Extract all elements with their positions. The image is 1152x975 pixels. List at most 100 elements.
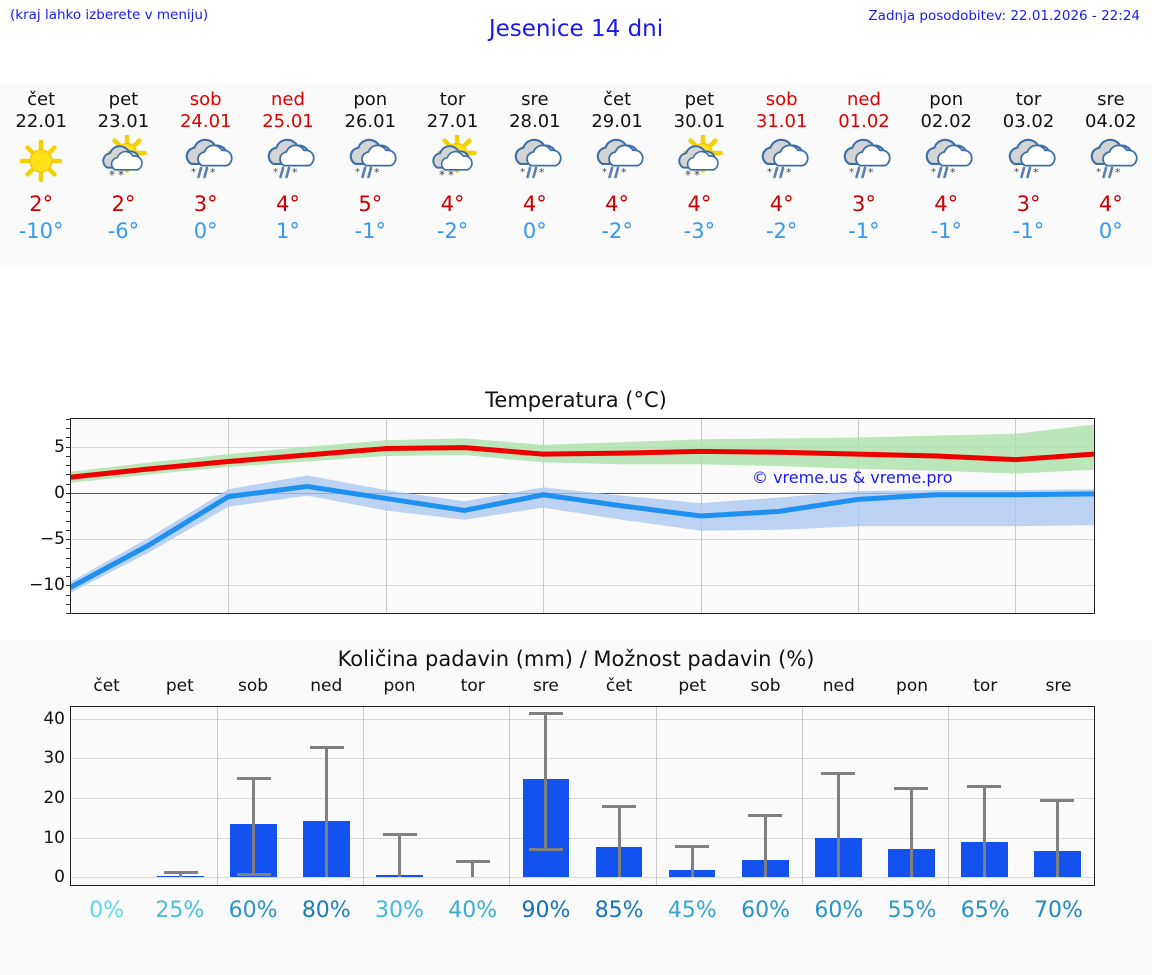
- svg-text:*: *: [439, 168, 445, 182]
- precipitation-bar-slot[interactable]: [1021, 707, 1094, 885]
- error-bar-cap-top: [675, 845, 710, 849]
- day-max-temperature: 4°: [1098, 192, 1123, 216]
- precipitation-bar-slot[interactable]: [290, 707, 363, 885]
- error-bar-stem: [544, 714, 548, 851]
- day-column[interactable]: pet 23.01 * * 2° -6°: [82, 84, 164, 267]
- day-column[interactable]: sob 24.01 * * 3° 0°: [165, 84, 247, 267]
- day-date: 04.02: [1085, 111, 1137, 132]
- cloud-rain-snow-icon: * *: [828, 135, 900, 189]
- day-column[interactable]: sre 04.02 * * 4° 0°: [1070, 84, 1152, 267]
- day-date: 30.01: [673, 111, 726, 132]
- svg-text:*: *: [1014, 167, 1019, 178]
- axis-tick-mark: [66, 465, 71, 467]
- day-column[interactable]: čet 29.01 * * 4° -2°: [576, 84, 658, 267]
- precipitation-bar-slot[interactable]: [509, 707, 582, 885]
- day-min-temperature: -1°: [354, 219, 386, 243]
- day-date: 02.02: [920, 111, 972, 132]
- precipitation-probability-label: 85%: [594, 898, 644, 923]
- axis-tick-mark: [66, 603, 71, 605]
- precipitation-probability-label: 45%: [667, 898, 717, 923]
- precipitation-bar-slot[interactable]: [656, 707, 729, 885]
- day-min-temperature: 0°: [193, 219, 218, 243]
- last-updated-text: Zadnja posodobitev: 22.01.2026 - 22:24: [868, 8, 1140, 24]
- svg-text:*: *: [602, 167, 607, 178]
- svg-text:*: *: [374, 166, 380, 179]
- error-bar-cap-top: [309, 746, 344, 750]
- svg-text:*: *: [621, 166, 627, 179]
- precipitation-day-label: pet: [678, 676, 707, 696]
- precipitation-bar-slot[interactable]: [729, 707, 802, 885]
- precipitation-bar-slot[interactable]: [436, 707, 509, 885]
- precipitation-day-label: čet: [605, 676, 633, 696]
- cloud-rain-snow-icon: * *: [499, 135, 571, 189]
- error-bar-stem: [325, 749, 329, 878]
- error-bar-cap-top: [1040, 798, 1075, 802]
- axis-tick-mark: [66, 520, 71, 522]
- precipitation-bar-slot[interactable]: [875, 707, 948, 885]
- precipitation-day-labels: čet pet sob ned pon tor sre čet pet sob ned pon tor s…: [70, 676, 1095, 696]
- gridline-vertical: [217, 707, 219, 885]
- day-min-temperature: -2°: [601, 219, 633, 243]
- day-max-temperature: 4°: [276, 192, 300, 216]
- gridline-horizontal: −5: [40, 529, 1094, 549]
- precipitation-chart-title: Količina padavin (mm) / Možnost padavin …: [337, 647, 815, 671]
- svg-text:*: *: [868, 166, 874, 179]
- precipitation-day-label: sob: [238, 676, 269, 696]
- precipitation-bar-slot[interactable]: [583, 707, 656, 885]
- day-column[interactable]: pon 26.01 * * 5° -1°: [329, 84, 411, 267]
- cloud-rain-snow-icon: * *: [746, 135, 818, 189]
- axis-tick-mark: [66, 502, 71, 504]
- error-bar-cap-top: [528, 711, 563, 715]
- day-column[interactable]: tor 03.02 * * 3° -1°: [987, 84, 1069, 267]
- gridline-horizontal: 10: [43, 828, 1094, 848]
- error-bar-cap-top: [602, 804, 637, 808]
- axis-tick-mark: [66, 594, 71, 596]
- gridline-vertical: [801, 707, 803, 885]
- precipitation-bar-slot[interactable]: [71, 707, 144, 885]
- sun-cloud-snow-icon: * *: [87, 133, 159, 189]
- precipitation-day-label: pon: [896, 676, 928, 696]
- svg-text:*: *: [767, 167, 772, 178]
- day-column[interactable]: ned 25.01 * * 4° 1°: [247, 84, 329, 267]
- precipitation-probability-label: 90%: [521, 898, 571, 923]
- precipitation-probability-label: 25%: [155, 898, 205, 923]
- axis-tick-mark: [66, 585, 71, 587]
- day-column[interactable]: sob 31.01 * * 4° -2°: [741, 84, 823, 267]
- axis-tick-mark: [66, 455, 71, 457]
- day-column[interactable]: pon 02.02 * * 4° -1°: [905, 84, 987, 267]
- axis-tick-mark: [66, 539, 71, 541]
- day-max-temperature: 4°: [605, 192, 630, 216]
- day-column[interactable]: čet 22.01 2° -10°: [0, 84, 82, 267]
- day-date: 24.01: [179, 111, 232, 132]
- svg-text:*: *: [786, 166, 792, 179]
- day-column[interactable]: pet 30.01 * * 4° -3°: [658, 84, 740, 267]
- day-name: tor: [439, 89, 466, 110]
- precipitation-day-label: pet: [165, 676, 194, 696]
- cloud-rain-snow-icon: * *: [252, 135, 324, 189]
- day-min-temperature: -6°: [107, 219, 140, 243]
- day-column[interactable]: sre 28.01 * * 4° 0°: [494, 84, 576, 267]
- precipitation-y-tick-label: 10: [43, 827, 65, 848]
- precipitation-probability-label: 0%: [89, 898, 125, 923]
- precipitation-y-tick-label: 20: [43, 787, 65, 808]
- day-date: 28.01: [509, 111, 561, 132]
- gridline-horizontal: 0: [54, 867, 1094, 887]
- precipitation-bar-slot[interactable]: [363, 707, 436, 885]
- precipitation-bar-slot[interactable]: [948, 707, 1021, 885]
- temperature-series-layer: [71, 424, 1094, 593]
- precipitation-bar-slot[interactable]: [144, 707, 217, 885]
- day-name: pon: [929, 89, 964, 110]
- precipitation-bar-slot[interactable]: [217, 707, 290, 885]
- precipitation-probability-label: 60%: [228, 898, 278, 923]
- error-bar-stem: [836, 775, 840, 878]
- day-column[interactable]: ned 01.02 * * 3° -1°: [823, 84, 905, 267]
- day-name: čet: [27, 89, 56, 110]
- day-name: pon: [353, 89, 388, 110]
- precipitation-probability-label: 60%: [741, 898, 791, 923]
- gridline-vertical: [363, 707, 365, 885]
- error-bar-stem: [398, 835, 402, 878]
- day-date: 31.01: [755, 111, 808, 132]
- precipitation-bar-slot[interactable]: [802, 707, 875, 885]
- day-column[interactable]: tor 27.01 * * 4° -2°: [411, 84, 493, 267]
- precipitation-day-label: pon: [383, 676, 416, 696]
